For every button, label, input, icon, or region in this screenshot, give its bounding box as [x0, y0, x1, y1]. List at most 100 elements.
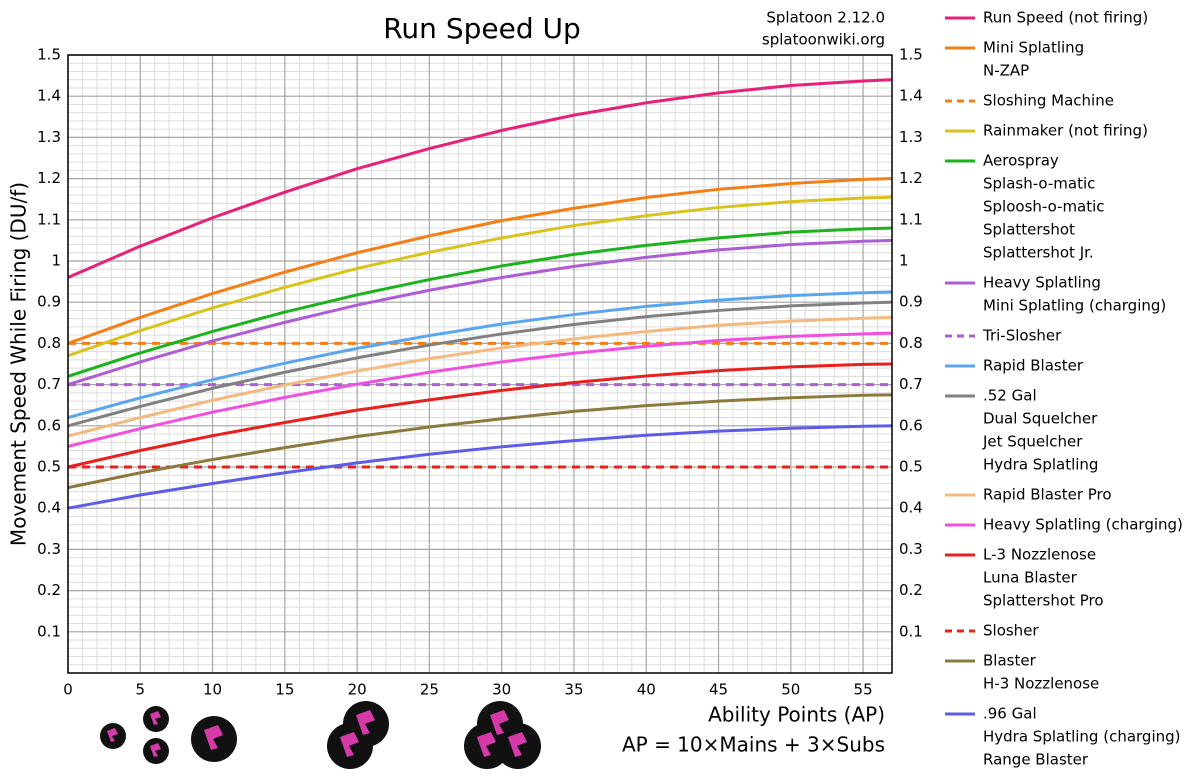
- chart-title: Run Speed Up: [383, 12, 581, 45]
- legend-label: Sloshing Machine: [983, 92, 1114, 110]
- annotation: splatoonwiki.org: [762, 31, 885, 49]
- series-line: [67, 393, 893, 490]
- legend-label: Jet Squelcher: [982, 433, 1083, 451]
- legend-label: Splattershot Pro: [983, 592, 1104, 610]
- y-tick-label: 1.3: [37, 128, 61, 146]
- icon-glyph: [204, 725, 223, 750]
- y-tick-label-right: 1.5: [899, 46, 923, 64]
- icon-glyph: [340, 732, 359, 757]
- y-tick-label: 1.5: [37, 46, 61, 64]
- legend-label: .52 Gal: [983, 387, 1037, 405]
- x-axis-label: Ability Points (AP): [708, 703, 885, 727]
- icon: [143, 706, 169, 732]
- x-tick-label: 30: [492, 681, 511, 699]
- y-tick-label-right: 0.5: [899, 458, 923, 476]
- grid: [67, 54, 893, 674]
- legend-label: Splattershot Jr.: [983, 244, 1094, 262]
- legend-label: Rainmaker (not firing): [983, 122, 1148, 140]
- legend-label: N-ZAP: [983, 62, 1029, 80]
- legend-label: Slosher: [983, 622, 1039, 640]
- series-line: [67, 238, 893, 387]
- x-tick-label: 55: [854, 681, 873, 699]
- legend-label: Dual Squelcher: [983, 410, 1098, 428]
- icon-glyph: [490, 710, 509, 735]
- legend-label: L-3 Nozzlenose: [983, 546, 1096, 564]
- legend-label: Splash-o-matic: [983, 175, 1095, 193]
- legend-label: Aerospray: [983, 152, 1059, 170]
- series-line: [67, 177, 893, 345]
- series-line: [67, 226, 893, 378]
- legend-label: Tri-Slosher: [982, 327, 1062, 345]
- y-tick-label: 0.2: [37, 581, 61, 599]
- icon: [327, 723, 373, 769]
- y-tick-label-right: 0.8: [899, 334, 923, 352]
- icon-glyph: [107, 728, 118, 742]
- y-tick-label-right: 1: [899, 252, 909, 270]
- x-tick-label: 20: [348, 681, 367, 699]
- icon-glyph: [477, 732, 496, 757]
- y-tick-label-right: 0.4: [899, 499, 923, 517]
- legend-label: Rapid Blaster Pro: [983, 486, 1112, 504]
- x-tick-label: 45: [709, 681, 728, 699]
- x-tick-label: 35: [564, 681, 583, 699]
- legend: Run Speed (not firing) Mini Splatling N-ZA…: [945, 9, 1183, 769]
- icon-glyph: [150, 711, 161, 725]
- series-line: [67, 195, 893, 358]
- series-line: [67, 315, 893, 438]
- icon: [191, 716, 237, 762]
- y-tick-label: 0.6: [37, 416, 61, 434]
- y-tick-label-right: 1.1: [899, 210, 923, 228]
- y-tick-label: 0.8: [37, 334, 61, 352]
- icon: [143, 738, 169, 764]
- legend-label: .96 Gal: [983, 705, 1037, 723]
- series-line: [67, 300, 893, 428]
- legend-label: Range Blaster: [983, 751, 1089, 769]
- x-tick-label: 15: [275, 681, 294, 699]
- y-tick-label: 0.7: [37, 375, 61, 393]
- legend-label: Splattershot: [983, 221, 1075, 239]
- legend-label: Hydra Splatling (charging): [983, 728, 1181, 746]
- x-axis-note: AP = 10×Mains + 3×Subs: [622, 733, 885, 757]
- x-tick-label: 25: [420, 681, 439, 699]
- y-tick-label-right: 0.3: [899, 540, 923, 558]
- ability-icons: [100, 701, 541, 769]
- y-tick-label: 0.3: [37, 540, 61, 558]
- y-tick-label: 1.4: [37, 87, 61, 105]
- icon-glyph: [508, 732, 527, 757]
- legend-label: Heavy Splatling (charging): [983, 516, 1183, 534]
- y-tick-label-right: 0.2: [899, 581, 923, 599]
- x-tick-label: 10: [203, 681, 222, 699]
- x-tick-label: 0: [63, 681, 73, 699]
- series-line: [67, 331, 893, 448]
- y-tick-label-right: 1.2: [899, 169, 923, 187]
- icon-glyph: [356, 710, 375, 735]
- series-line: [67, 78, 893, 279]
- legend-label: Mini Splatling (charging): [983, 297, 1166, 315]
- legend-label: Run Speed (not firing): [983, 9, 1148, 27]
- y-tick-label-right: 1.4: [899, 87, 923, 105]
- y-tick-label: 0.4: [37, 499, 61, 517]
- annotation: Splatoon 2.12.0: [766, 9, 885, 27]
- y-tick-label: 1.1: [37, 210, 61, 228]
- legend-label: Blaster: [983, 652, 1037, 670]
- x-tick-label: 5: [136, 681, 146, 699]
- y-tick-label: 0.1: [37, 622, 61, 640]
- y-tick-label: 0.9: [37, 293, 61, 311]
- icon: [100, 723, 126, 749]
- y-axis-label: Movement Speed While Firing (DU/f): [7, 182, 31, 546]
- legend-label: Mini Splatling: [983, 39, 1084, 57]
- y-tick-label-right: 0.6: [899, 416, 923, 434]
- y-tick-label-right: 0.7: [899, 375, 923, 393]
- y-tick-label: 1.2: [37, 169, 61, 187]
- legend-label: H-3 Nozzlenose: [983, 675, 1099, 693]
- icon: [495, 723, 541, 769]
- y-tick-label-right: 0.9: [899, 293, 923, 311]
- legend-label: Sploosh-o-matic: [983, 198, 1105, 216]
- y-tick-label-right: 1.3: [899, 128, 923, 146]
- legend-label: Hydra Splatling: [983, 456, 1098, 474]
- legend-label: Luna Blaster: [983, 569, 1078, 587]
- y-tick-label-right: 0.1: [899, 622, 923, 640]
- y-tick-label: 0.5: [37, 458, 61, 476]
- y-tick-label: 1: [51, 252, 61, 270]
